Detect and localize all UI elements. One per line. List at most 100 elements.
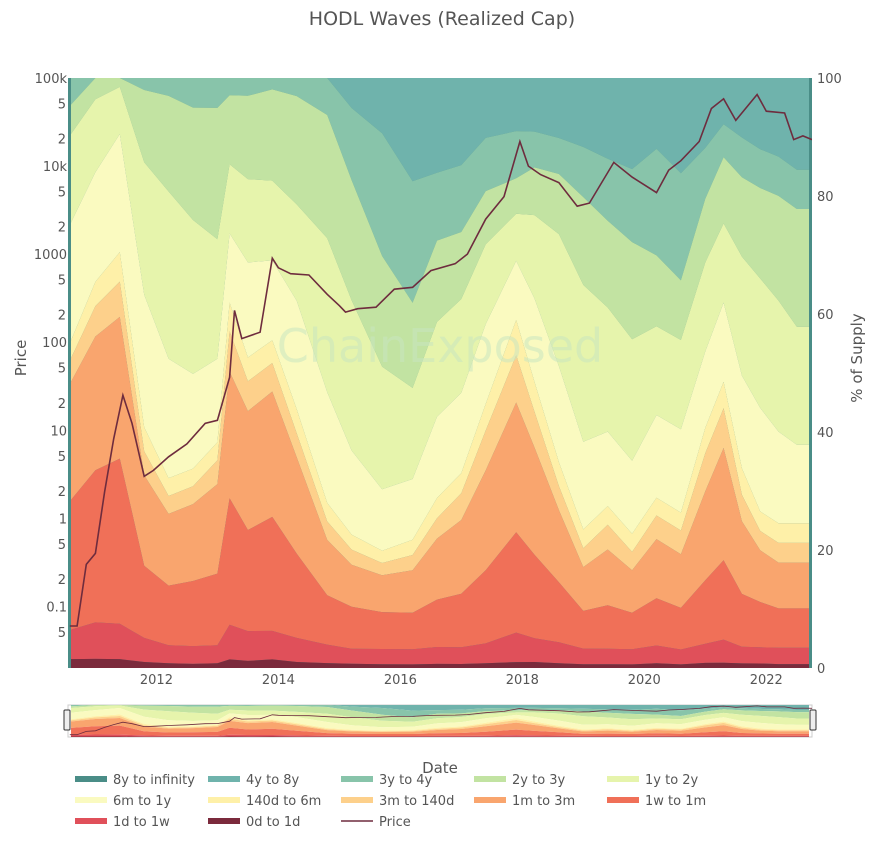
legend-swatch <box>75 776 107 782</box>
y-right-tick-label: 40 <box>817 426 834 441</box>
legend-item-2y-to-3y[interactable]: 2y to 3y <box>474 773 566 788</box>
legend-item-1y-to-2y[interactable]: 1y to 2y <box>607 773 699 788</box>
watermark: ChainExposed <box>277 319 604 373</box>
y-left-minor-tick-label: 2 <box>58 573 66 588</box>
range-slider-handle-left[interactable] <box>63 709 71 731</box>
y-left-minor-tick-label: 5 <box>58 450 66 465</box>
x-tick-label: 2018 <box>506 673 539 688</box>
legend-item-1m-to-3m[interactable]: 1m to 3m <box>474 794 575 809</box>
slider-area-1m-to-3m <box>71 718 809 734</box>
y-left-minor-tick-label: 5 <box>58 186 66 201</box>
legend-item-4y-to-8y[interactable]: 4y to 8y <box>208 773 300 788</box>
legend-label: 140d to 6m <box>246 794 321 809</box>
slider-area-4y-to-8y <box>71 705 809 711</box>
area-1y-to-2y <box>71 86 809 490</box>
legend-item-6m-to-1y[interactable]: 6m to 1y <box>75 794 172 809</box>
legend-swatch <box>208 797 240 803</box>
legend-label: 3y to 4y <box>379 773 433 788</box>
slider-area-1y-to-2y <box>71 705 809 728</box>
y-left-tick-label: 100 <box>42 336 67 351</box>
price-line <box>69 93 812 627</box>
y-right-tick-label: 100 <box>817 72 842 87</box>
legend-swatch <box>208 776 240 782</box>
area-0d-to-1d <box>71 658 809 668</box>
y-left-tick-label: 1 <box>59 512 67 527</box>
y-right-tick-label: 20 <box>817 544 834 559</box>
slider-area-140d-to-6m <box>71 714 809 732</box>
legend-label: Price <box>379 815 411 830</box>
y-left-tick-label: 10 <box>50 424 67 439</box>
y-right-tick-label: 0 <box>817 662 825 677</box>
area-3m-to-140d <box>71 281 809 576</box>
slider-area-3m-to-140d <box>71 716 809 732</box>
legend-swatch <box>607 776 639 782</box>
legend-swatch <box>474 797 506 803</box>
area-1d-to-1w <box>71 622 809 665</box>
legend-swatch <box>208 818 240 824</box>
y-left-minor-tick-label: 2 <box>58 309 66 324</box>
price-layer <box>69 93 812 627</box>
y-left-minor-tick-label: 5 <box>58 362 66 377</box>
y-left-tick-label: 100k <box>35 72 68 87</box>
legend-item-1w-to-1m[interactable]: 1w to 1m <box>607 794 706 809</box>
area-6m-to-1y <box>71 134 809 551</box>
y-left-tick-label: 10k <box>43 160 68 175</box>
legend-item-140d-to-6m[interactable]: 140d to 6m <box>208 794 321 809</box>
legend-item-0d-to-1d[interactable]: 0d to 1d <box>208 815 300 830</box>
range-slider-preview <box>69 705 812 737</box>
area-140d-to-6m <box>71 252 809 563</box>
y-axis-right-title: % of Supply <box>848 313 866 402</box>
x-tick-label: 2012 <box>140 673 173 688</box>
slider-area-1d-to-1w <box>71 734 809 737</box>
legend-item-3m-to-140d[interactable]: 3m to 140d <box>341 794 454 809</box>
x-tick-label: 2016 <box>384 673 417 688</box>
legend-label: 4y to 8y <box>246 773 300 788</box>
y-axis-left-title: Price <box>12 340 30 377</box>
slider-area-1w-to-1m <box>71 725 809 736</box>
legend-swatch <box>607 797 639 803</box>
legend-label: 1d to 1w <box>113 815 170 830</box>
legend-label: 8y to infinity <box>113 773 195 788</box>
x-axis: 2012 2014 2016 2018 2020 2022 <box>140 673 783 688</box>
y-left-minor-tick-label: 2 <box>58 221 66 236</box>
y-left-minor-tick-label: 2 <box>58 485 66 500</box>
y-right-tick-label: 80 <box>817 190 834 205</box>
range-slider[interactable] <box>63 704 817 738</box>
x-tick-label: 2014 <box>262 673 295 688</box>
legend-label: 3m to 140d <box>379 794 454 809</box>
x-axis-title: Date <box>422 759 458 777</box>
y-axis-left: 0.1 1 10 100 1000 10k 100k 5 2 5 2 5 2 5 2 5 2 5 2 5 <box>34 72 68 641</box>
area-4y-to-8y <box>71 78 809 182</box>
legend-item-price[interactable]: Price <box>341 815 411 830</box>
slider-area-2y-to-3y <box>71 705 809 722</box>
y-left-tick-label: 1000 <box>34 248 67 263</box>
legend-swatch <box>75 818 107 824</box>
legend-label: 1y to 2y <box>645 773 699 788</box>
legend-swatch <box>341 776 373 782</box>
y-left-minor-tick-label: 2 <box>58 397 66 412</box>
legend-swatch <box>474 776 506 782</box>
range-slider-handle-right[interactable] <box>809 709 817 731</box>
y-left-minor-tick-label: 5 <box>58 98 66 113</box>
slider-price-line <box>69 705 812 736</box>
legend-item-1d-to-1w[interactable]: 1d to 1w <box>75 815 170 830</box>
legend-swatch <box>341 797 373 803</box>
y-right-tick-label: 60 <box>817 308 834 323</box>
legend-label: 2y to 3y <box>512 773 566 788</box>
y-left-minor-tick-label: 2 <box>58 133 66 148</box>
legend-item-3y-to-4y[interactable]: 3y to 4y <box>341 773 433 788</box>
legend-label: 1m to 3m <box>512 794 575 809</box>
area-1m-to-3m <box>71 316 809 613</box>
legend-label: 6m to 1y <box>113 794 172 809</box>
legend-item-8y-to-infinity[interactable]: 8y to infinity <box>75 773 195 788</box>
y-axis-right: 0 20 40 60 80 100 <box>817 72 842 677</box>
slider-area-3y-to-4y <box>71 705 809 718</box>
y-left-minor-tick-label: 5 <box>58 538 66 553</box>
y-left-minor-tick-label: 5 <box>58 626 66 641</box>
y-left-minor-tick-label: 5 <box>58 274 66 289</box>
slider-area-6m-to-1y <box>71 708 809 731</box>
legend-label: 0d to 1d <box>246 815 300 830</box>
area-2y-to-3y <box>71 78 809 388</box>
